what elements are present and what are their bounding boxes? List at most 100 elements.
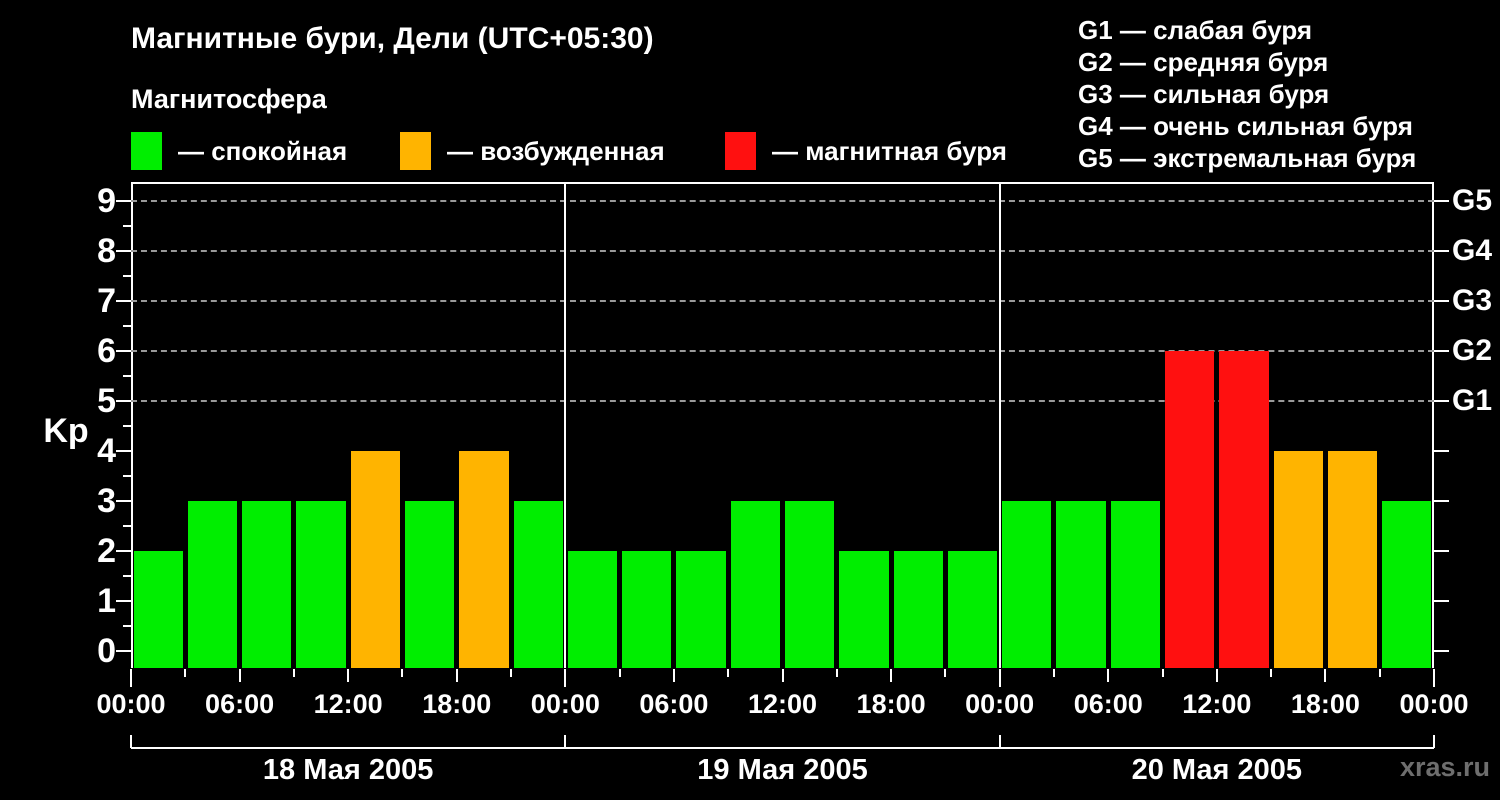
time-tick-label: 18:00 — [856, 689, 926, 719]
time-tick — [564, 669, 567, 687]
legend-label: — магнитная буря — [772, 135, 1007, 166]
kp-bar — [1219, 351, 1269, 668]
y-axis-minor-tick — [123, 475, 131, 477]
storm-scale-line-g5: G5 — экстремальная буря — [1078, 143, 1417, 173]
date-bracket-tick — [1433, 735, 1435, 748]
y-axis-label: Kp — [43, 412, 89, 450]
time-tick — [727, 669, 730, 677]
time-tick-label: 06:00 — [639, 689, 709, 719]
time-tick-label: 18:00 — [422, 689, 492, 719]
watermark: xras.ru — [1399, 752, 1490, 782]
y-axis-tick-label: 2 — [97, 532, 116, 570]
g-scale-tick — [1434, 350, 1449, 352]
g-scale-tick — [1434, 250, 1449, 252]
g-scale-label: G5 — [1452, 184, 1493, 217]
y-axis-tick — [116, 350, 131, 352]
time-tick — [672, 669, 675, 682]
kp-bar — [1002, 501, 1052, 668]
time-tick-label: 12:00 — [313, 689, 383, 719]
time-tick — [1107, 669, 1110, 682]
storm-scale-line-g2: G2 — средняя буря — [1078, 47, 1329, 77]
time-tick — [835, 669, 838, 677]
time-tick-label: 00:00 — [530, 689, 600, 719]
time-tick — [1324, 669, 1327, 682]
y-axis-minor-tick — [123, 525, 131, 527]
y-axis-tick — [116, 200, 131, 202]
time-tick — [238, 669, 241, 682]
storm-scale-legend: G1 — слабая буря G2 — средняя буря G3 — … — [1078, 14, 1416, 174]
kp-bar — [730, 501, 780, 668]
time-tick — [347, 669, 350, 682]
day-separator-line — [998, 182, 1001, 668]
grid-line — [131, 350, 1434, 352]
time-tick-label: 06:00 — [1073, 689, 1143, 719]
plot-area — [131, 182, 1434, 668]
time-tick — [890, 669, 893, 682]
time-tick — [401, 669, 404, 677]
g-scale-label: G3 — [1452, 284, 1493, 317]
time-tick — [1052, 669, 1055, 677]
g-scale-label: G4 — [1452, 234, 1493, 267]
storm-scale-line-g3: G3 — сильная буря — [1078, 79, 1330, 109]
kp-bar — [676, 551, 726, 668]
y-axis-tick — [116, 300, 131, 302]
y-axis-tick-label: 1 — [97, 582, 116, 620]
time-tick-label: 12:00 — [747, 689, 818, 719]
excited-color-swatch — [400, 132, 431, 170]
kp-bar — [1165, 351, 1215, 668]
time-tick — [510, 669, 513, 677]
time-tick — [618, 669, 621, 677]
date-bracket-tick — [130, 735, 132, 748]
kp-bar — [1110, 501, 1161, 668]
y-axis-tick — [116, 400, 131, 402]
kp-bar — [513, 501, 563, 668]
y-axis-minor-tick — [123, 275, 131, 277]
time-tick-label: 00:00 — [965, 689, 1035, 719]
kp-bar — [1273, 451, 1323, 668]
time-tick-label: 06:00 — [205, 689, 275, 719]
kp-bar — [1056, 501, 1106, 668]
time-tick — [1270, 669, 1273, 677]
kp-bar — [459, 451, 509, 668]
time-tick — [184, 669, 187, 677]
grid-line — [131, 200, 1434, 202]
storm-scale-line-g4: G4 — очень сильная буря — [1078, 111, 1413, 141]
time-tick — [1161, 669, 1164, 677]
time-tick-label: 00:00 — [96, 689, 166, 719]
g-scale-tick — [1434, 400, 1449, 402]
y-axis-tick — [116, 250, 131, 252]
kp-bar — [296, 501, 346, 668]
time-tick-label: 00:00 — [1399, 689, 1469, 719]
time-tick — [455, 669, 458, 682]
y-axis-tick-label: 5 — [97, 382, 116, 420]
magnetosphere-subtitle: Магнитосфера — [131, 84, 327, 114]
legend-label: — возбужденная — [447, 135, 665, 166]
g-scale-tick — [1434, 550, 1449, 552]
y-axis-tick — [116, 650, 131, 652]
y-axis-tick — [116, 500, 131, 502]
kp-bar — [567, 551, 618, 668]
kp-bar — [622, 551, 672, 668]
time-tick — [130, 669, 132, 687]
y-axis-minor-tick — [123, 375, 131, 377]
date-label: 18 Мая 2005 — [262, 754, 434, 786]
kp-bar — [839, 551, 889, 668]
time-tick — [1433, 669, 1435, 687]
quiet-color-swatch — [131, 132, 162, 170]
g-scale-tick — [1434, 650, 1449, 652]
date-bracket-tick — [564, 735, 567, 748]
time-tick — [781, 669, 784, 682]
legend-item-quiet: — спокойная — [131, 131, 347, 171]
legend-item-excited: — возбужденная — [400, 131, 665, 171]
y-axis-minor-tick — [123, 425, 131, 427]
kp-bar — [1327, 451, 1378, 668]
kp-bar — [350, 451, 400, 668]
kp-bar — [785, 501, 835, 668]
y-axis-minor-tick — [123, 225, 131, 227]
kp-bar — [404, 501, 455, 668]
g-scale-tick — [1434, 450, 1449, 452]
g-scale-label: G2 — [1452, 334, 1493, 367]
y-axis-minor-tick — [123, 575, 131, 577]
grid-line — [131, 250, 1434, 252]
